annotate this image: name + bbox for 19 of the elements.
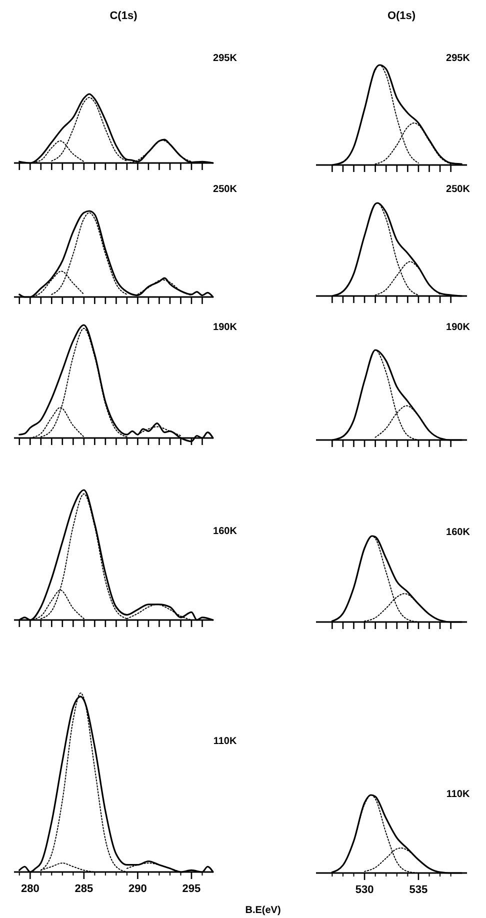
- text: 250K: [446, 184, 471, 195]
- text: 160K: [213, 526, 238, 537]
- text: 190K: [446, 322, 471, 333]
- text: 250K: [213, 184, 238, 195]
- chart-title: O(1s): [387, 10, 416, 22]
- text: 190K: [213, 322, 238, 333]
- x-tick-label: 280: [20, 883, 40, 895]
- text: 295K: [213, 53, 238, 64]
- chart-title: C(1s): [110, 10, 138, 22]
- x-tick-label: 530: [355, 884, 374, 896]
- x-tick-label: 285: [74, 883, 94, 895]
- text: 110K: [213, 736, 238, 747]
- annotation: 110K: [446, 789, 470, 800]
- x-tick-label: 295: [182, 883, 201, 895]
- annotation: 160K: [446, 527, 471, 538]
- x-tick-label: 290: [128, 883, 147, 895]
- x-tick-label: 535: [409, 884, 428, 896]
- x-axis-title: B.E(eV): [245, 905, 281, 916]
- text: 295K: [446, 53, 471, 64]
